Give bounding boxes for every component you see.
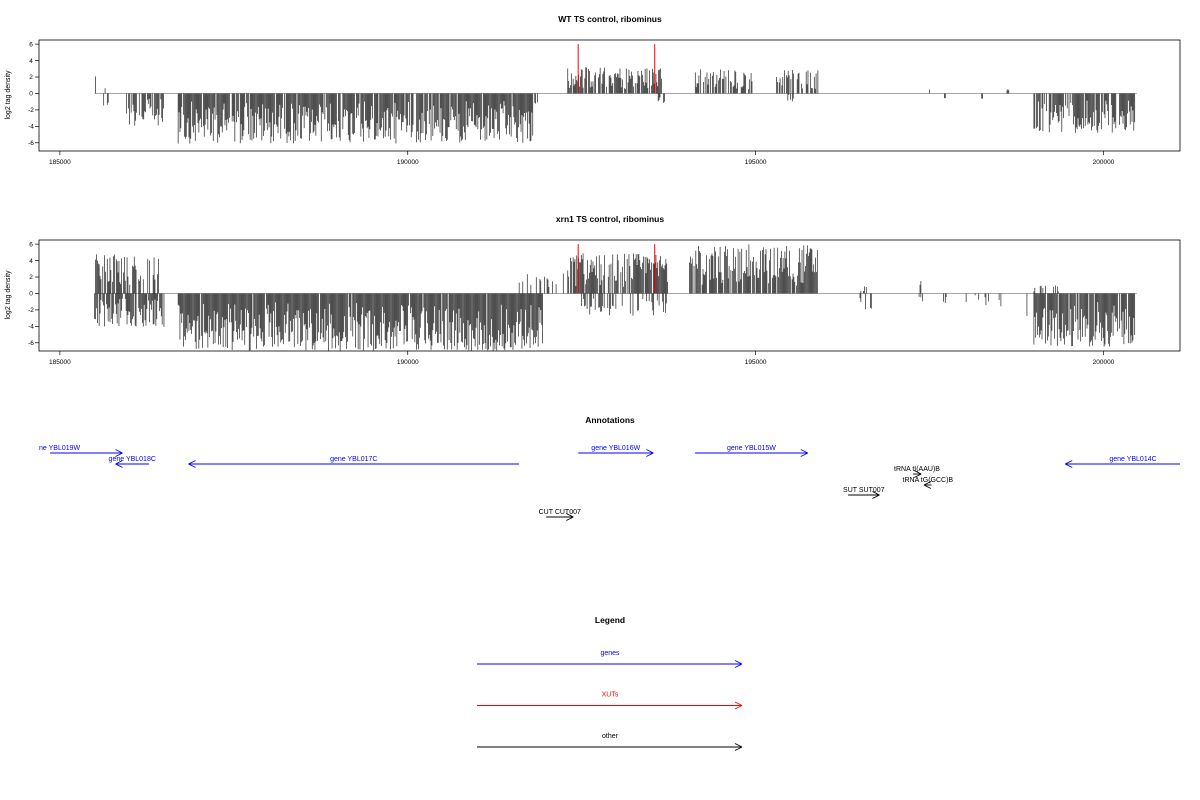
x-axis: 185000 190000 195000 200000 [49,351,1115,366]
annotation-arrow-head [923,481,932,486]
x-tick-label: 185000 [49,359,71,366]
annotation-arrow-head [1065,460,1073,465]
legend-arrow-head [734,660,743,665]
annotation-arrow-head [115,463,123,468]
annotation-label: tRNA tG(GCC)B [903,477,954,484]
xrn1-panel: xrn1 TS control, ribominus 6 4 2 0 -2 -4 -6 18… [5,214,1181,366]
legend-arrow-head [734,743,743,748]
annotation-arrow-head [913,470,922,475]
density-bars [94,44,1137,144]
annotation-arrow-head [872,491,880,496]
y-axis: 6 4 2 0 -2 -4 -6 [28,41,39,147]
annotations-title: Annotations [585,415,635,425]
y-tick-label: -6 [28,140,34,147]
annotation-label: gene YBL014C [1109,456,1156,463]
y-axis-label: log2 tag density [5,270,12,320]
y-tick-label: 6 [29,41,33,48]
annotation-arrow-head [646,452,654,457]
y-tick-label: 4 [29,258,33,265]
y-axis: 6 4 2 0 -2 -4 -6 [28,241,39,347]
annotation-arrow-head [872,494,880,499]
y-tick-label: 2 [29,74,33,81]
annotation-label: CUT CUT007 [539,509,581,516]
x-tick-label: 195000 [745,159,767,166]
x-tick-label: 190000 [397,359,419,366]
legend-arrow-head [734,705,743,710]
legend-items: genes XUTs other [477,650,743,751]
annotation-label: tRNA tI(AAU)B [894,466,940,473]
y-tick-label: 0 [29,91,33,98]
x-tick-label: 195000 [745,359,767,366]
annotation-label: gene YBL015W [727,445,776,452]
y-tick-label: -2 [28,107,34,114]
annotation-arrow-head [646,449,654,454]
annotation-arrow-head [188,460,196,465]
y-tick-label: -2 [28,307,34,314]
plot-frame [38,39,1181,152]
annotation-label: gene YBL016W [591,445,640,452]
legend-label: genes [600,650,620,657]
legend-arrow-head [734,701,743,706]
x-tick-label: 185000 [49,159,71,166]
x-tick-label: 200000 [1093,159,1115,166]
annotation-label: gene YBL018C [109,456,156,463]
annotation-label: gene YBL017C [330,456,377,463]
legend-arrow-head [734,663,743,668]
density-bars [94,244,1137,351]
x-tick-label: 200000 [1093,359,1115,366]
y-tick-label: -4 [28,324,34,331]
annotation-arrow-head [800,452,808,457]
annotation-label: SUT SUT007 [843,487,885,494]
plot-frame [38,239,1181,352]
y-tick-label: 4 [29,58,33,65]
annotation-arrow-head [923,484,932,489]
y-tick-label: 6 [29,241,33,248]
y-tick-label: 2 [29,274,33,281]
annotation-items: ne YBL019W gene YBL018C gene YBL017C gene Y… [39,445,1180,521]
annotation-arrow-head [115,460,123,465]
annotation-arrow-head [115,452,123,457]
legend: Legend genes XUTs other [477,615,743,751]
x-tick-label: 190000 [397,159,419,166]
legend-label: XUTs [602,692,619,699]
annotation-arrow-head [1065,463,1073,468]
annotation-arrow-head [566,516,574,521]
annotation-arrow-head [913,473,922,478]
y-tick-label: 0 [29,291,33,298]
y-tick-label: -6 [28,340,34,347]
y-axis-label: log2 tag density [5,70,12,120]
y-tick-label: -4 [28,124,34,131]
panel-title: WT TS control, ribominus [558,14,662,24]
annotation-arrow-head [188,463,196,468]
wt-panel: WT TS control, ribominus 6 4 2 0 -2 -4 -6 1850… [5,14,1181,166]
annotations-track: Annotations ne YBL019W gene YBL018C gene Y… [39,415,1180,521]
annotation-arrow-head [566,513,574,518]
x-axis: 185000 190000 195000 200000 [49,151,1115,166]
legend-title: Legend [595,615,625,625]
annotation-arrow-head [115,449,123,454]
legend-arrow-head [734,746,743,751]
annotation-arrow-head [800,449,808,454]
legend-label: other [602,733,619,740]
annotation-label: ne YBL019W [39,445,81,452]
panel-title: xrn1 TS control, ribominus [556,214,664,224]
